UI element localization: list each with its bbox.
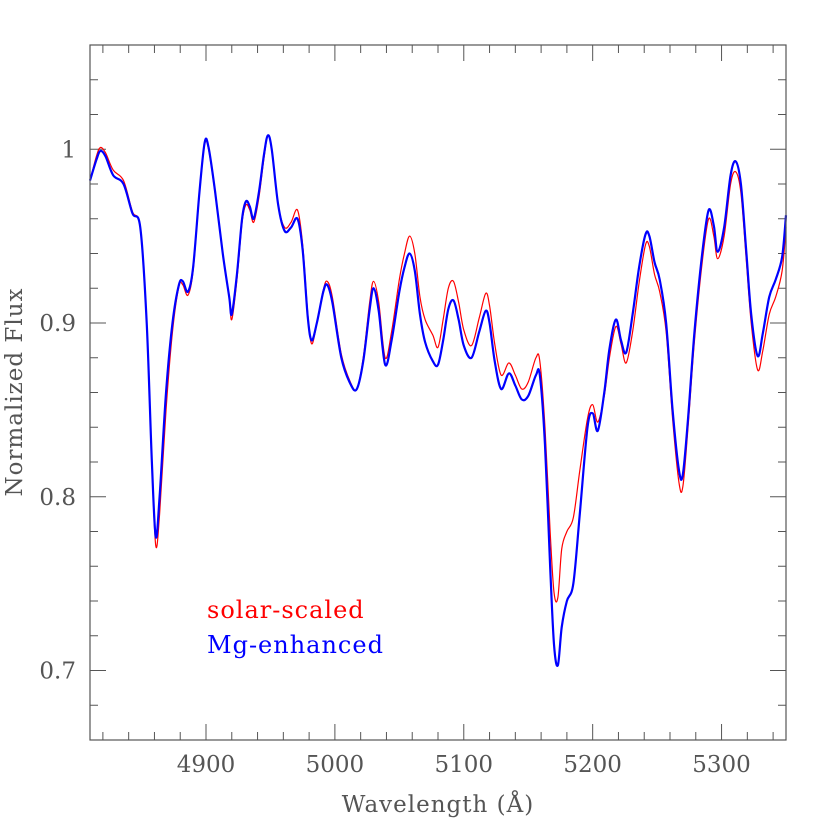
x-axis-label: Wavelength (Å) bbox=[342, 790, 534, 818]
series-line-mg-enhanced bbox=[88, 134, 788, 668]
plot-frame bbox=[89, 44, 787, 741]
legend: solar-scaled Mg-enhanced bbox=[207, 596, 384, 659]
y-axis-label: Normalized Flux bbox=[2, 287, 28, 496]
legend-mg-enhanced: Mg-enhanced bbox=[207, 631, 384, 659]
x-tick-label: 5200 bbox=[563, 752, 622, 778]
axis-ticks bbox=[90, 44, 786, 741]
y-tick-label: 0.8 bbox=[39, 485, 76, 511]
x-tick-label: 5100 bbox=[435, 752, 494, 778]
x-tick-label: 5000 bbox=[306, 752, 365, 778]
y-tick-label: 0.9 bbox=[39, 311, 76, 337]
tick-labels: 4900 5000 5100 5200 5300 0.7 0.8 0.9 1 bbox=[39, 137, 750, 778]
series-lines bbox=[88, 134, 788, 668]
series-line-solar-scaled bbox=[89, 134, 787, 603]
x-tick-label: 5300 bbox=[692, 752, 751, 778]
x-tick-label: 4900 bbox=[177, 752, 236, 778]
y-tick-label: 0.7 bbox=[39, 659, 76, 685]
legend-solar-scaled: solar-scaled bbox=[207, 596, 365, 624]
y-tick-label: 1 bbox=[61, 137, 76, 163]
